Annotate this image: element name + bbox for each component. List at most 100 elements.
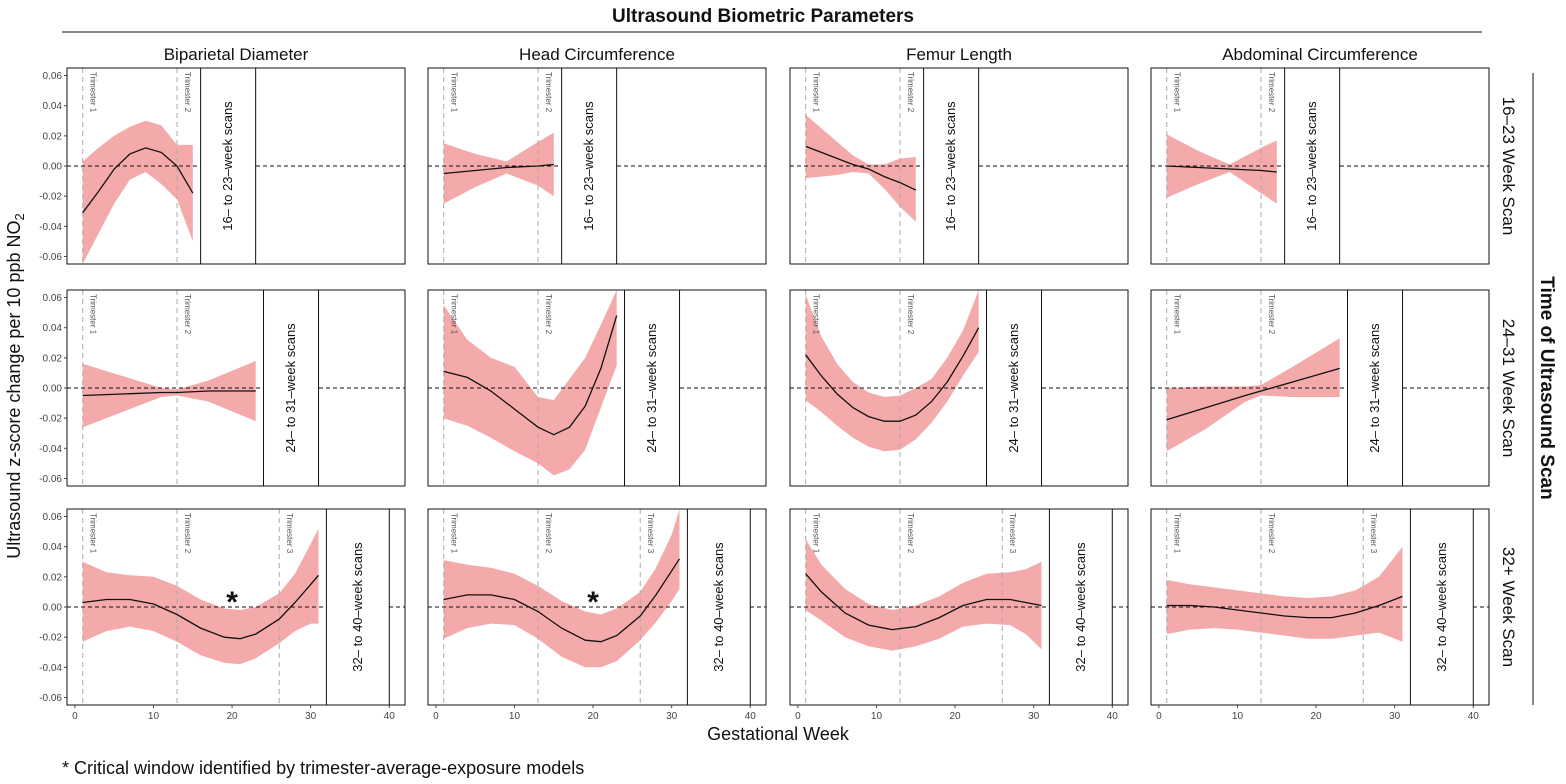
confidence-band [805,539,1042,651]
panel-plot-area: Trimester 1 Trimester 2 16– to 23–week sca… [67,68,405,264]
y-tick-label: 0.02 [43,353,63,364]
scan-window-label: 32– to 40–week scans [711,542,726,672]
critical-window-marker: * [226,586,238,619]
trimester-label: Trimester 1 [450,294,459,335]
panel: Trimester 1 Trimester 2 24– to 31–week sca… [427,289,767,487]
trimester-label: Trimester 3 [285,513,294,554]
panel-plot-area: Trimester 1 Trimester 2 Trimester 3 32– to … [67,509,405,705]
confidence-band [1166,546,1403,642]
column-title: Femur Length [906,45,1012,64]
trimester-label: Trimester 1 [89,513,98,554]
confidence-band [82,360,256,428]
scan-window-label: 16– to 23–week scans [943,101,958,231]
trimester-label: Trimester 1 [812,72,821,113]
scan-window-label: 24– to 31–week scans [1367,323,1382,453]
x-tick-label: 10 [148,711,160,722]
y-tick-label: -0.06 [39,474,62,485]
y-tick-label: -0.04 [39,222,62,233]
trimester-label: Trimester 3 [646,513,655,554]
x-tick-label: 20 [950,711,962,722]
y-tick-label: 0.02 [43,131,63,142]
scan-window-box [1409,509,1474,705]
x-tick-label: 10 [871,711,883,722]
panel-plot-area: Trimester 1 Trimester 2 Trimester 3 32– to … [1151,509,1489,705]
x-tick-label: 0 [72,711,78,722]
scan-window-label: 24– to 31–week scans [1006,323,1021,453]
column-title: Biparietal Diameter [164,45,309,64]
panel: Trimester 1 Trimester 2 Trimester 3 32– to … [1150,508,1490,722]
trimester-label: Trimester 2 [1267,294,1276,335]
y-tick-label: 0.04 [43,101,63,112]
scan-window-label: 24– to 31–week scans [644,323,659,453]
estimate-line [805,573,1042,631]
estimate-line [82,574,319,640]
panel: Trimester 1 Trimester 2 Trimester 3 32– to … [789,508,1129,722]
row-title: 32+ Week Scan [1499,547,1518,667]
panel-plot-area: Trimester 1 Trimester 2 16– to 23–week sca… [790,68,1128,264]
footnote: * Critical window identified by trimeste… [62,758,585,778]
panel-border [789,508,1129,706]
scan-window-box [986,290,1043,486]
panel-plot-area: Trimester 1 Trimester 2 16– to 23–week sca… [1151,68,1489,264]
x-tick-label: 30 [1028,711,1040,722]
row-facet-title: Time of Ultrasound Scan [1536,276,1557,499]
x-tick-label: 10 [509,711,521,722]
panel-border [1150,289,1490,487]
panel: Trimester 1 Trimester 2 24– to 31–week sca… [39,289,406,487]
panel-border [1150,508,1490,706]
trimester-label: Trimester 1 [1173,513,1182,554]
estimate-line [443,558,681,643]
estimate-line [805,145,917,191]
trimester-label: Trimester 1 [89,294,98,335]
x-tick-label: 40 [384,711,396,722]
trimester-label: Trimester 1 [89,72,98,113]
trimester-label: Trimester 2 [906,513,915,554]
x-tick-label: 20 [588,711,600,722]
panel-plot-area: Trimester 1 Trimester 2 24– to 31–week sca… [1151,290,1489,486]
y-tick-label: 0.00 [43,384,63,395]
y-tick-label: -0.06 [39,252,62,263]
panel-plot-area: Trimester 1 Trimester 2 Trimester 3 32– to … [790,509,1128,705]
estimate-line [82,390,256,397]
y-tick-label: -0.04 [39,663,62,674]
panel: Trimester 1 Trimester 2 24– to 31–week sca… [789,289,1129,487]
trimester-label: Trimester 2 [183,513,192,554]
x-tick-label: 30 [666,711,678,722]
trimester-label: Trimester 2 [1267,513,1276,554]
row-title: 24–31 Week Scan [1499,319,1518,458]
panel: Trimester 1 Trimester 2 16– to 23–week sca… [789,67,1129,265]
trimester-label: Trimester 1 [1173,72,1182,113]
trimester-label: Trimester 2 [544,513,553,554]
confidence-band [805,114,916,222]
column-title: Abdominal Circumference [1222,45,1418,64]
faceted-chart: Ultrasound Biometric Parameters Time of … [4,6,1557,744]
y-tick-label: -0.02 [39,192,62,203]
y-axis-label: Ultrasound z-score change per 10 ppb NO2 [4,213,27,558]
scan-window-box [200,68,257,264]
confidence-band [82,528,319,665]
trimester-label: Trimester 2 [183,294,192,335]
scan-window-label: 16– to 23–week scans [581,101,596,231]
estimate-line [1166,165,1277,173]
panel-border [1150,67,1490,265]
scan-window-label: 32– to 40–week scans [350,542,365,672]
scan-window-box [1347,290,1404,486]
panel: Trimester 1 Trimester 2 16– to 23–week sca… [427,67,767,265]
confidence-band [805,290,979,452]
x-tick-label: 20 [227,711,239,722]
y-tick-label: 0.06 [43,293,63,304]
critical-window-marker: * [587,586,599,619]
trimester-label: Trimester 2 [544,72,553,113]
x-tick-label: 20 [1311,711,1323,722]
panel: Trimester 1 Trimester 2 24– to 31–week sca… [1150,289,1490,487]
x-tick-label: 10 [1232,711,1244,722]
scan-window-box [624,290,681,486]
estimate-line [805,327,980,422]
panel-plot-area: Trimester 1 Trimester 2 16– to 23–week sca… [428,68,766,264]
y-tick-label: 0.02 [43,572,63,583]
estimate-line [1166,367,1340,421]
scan-window-box [923,68,980,264]
x-tick-label: 40 [1468,711,1480,722]
panel: Trimester 1 Trimester 2 16– to 23–week sca… [39,67,406,265]
